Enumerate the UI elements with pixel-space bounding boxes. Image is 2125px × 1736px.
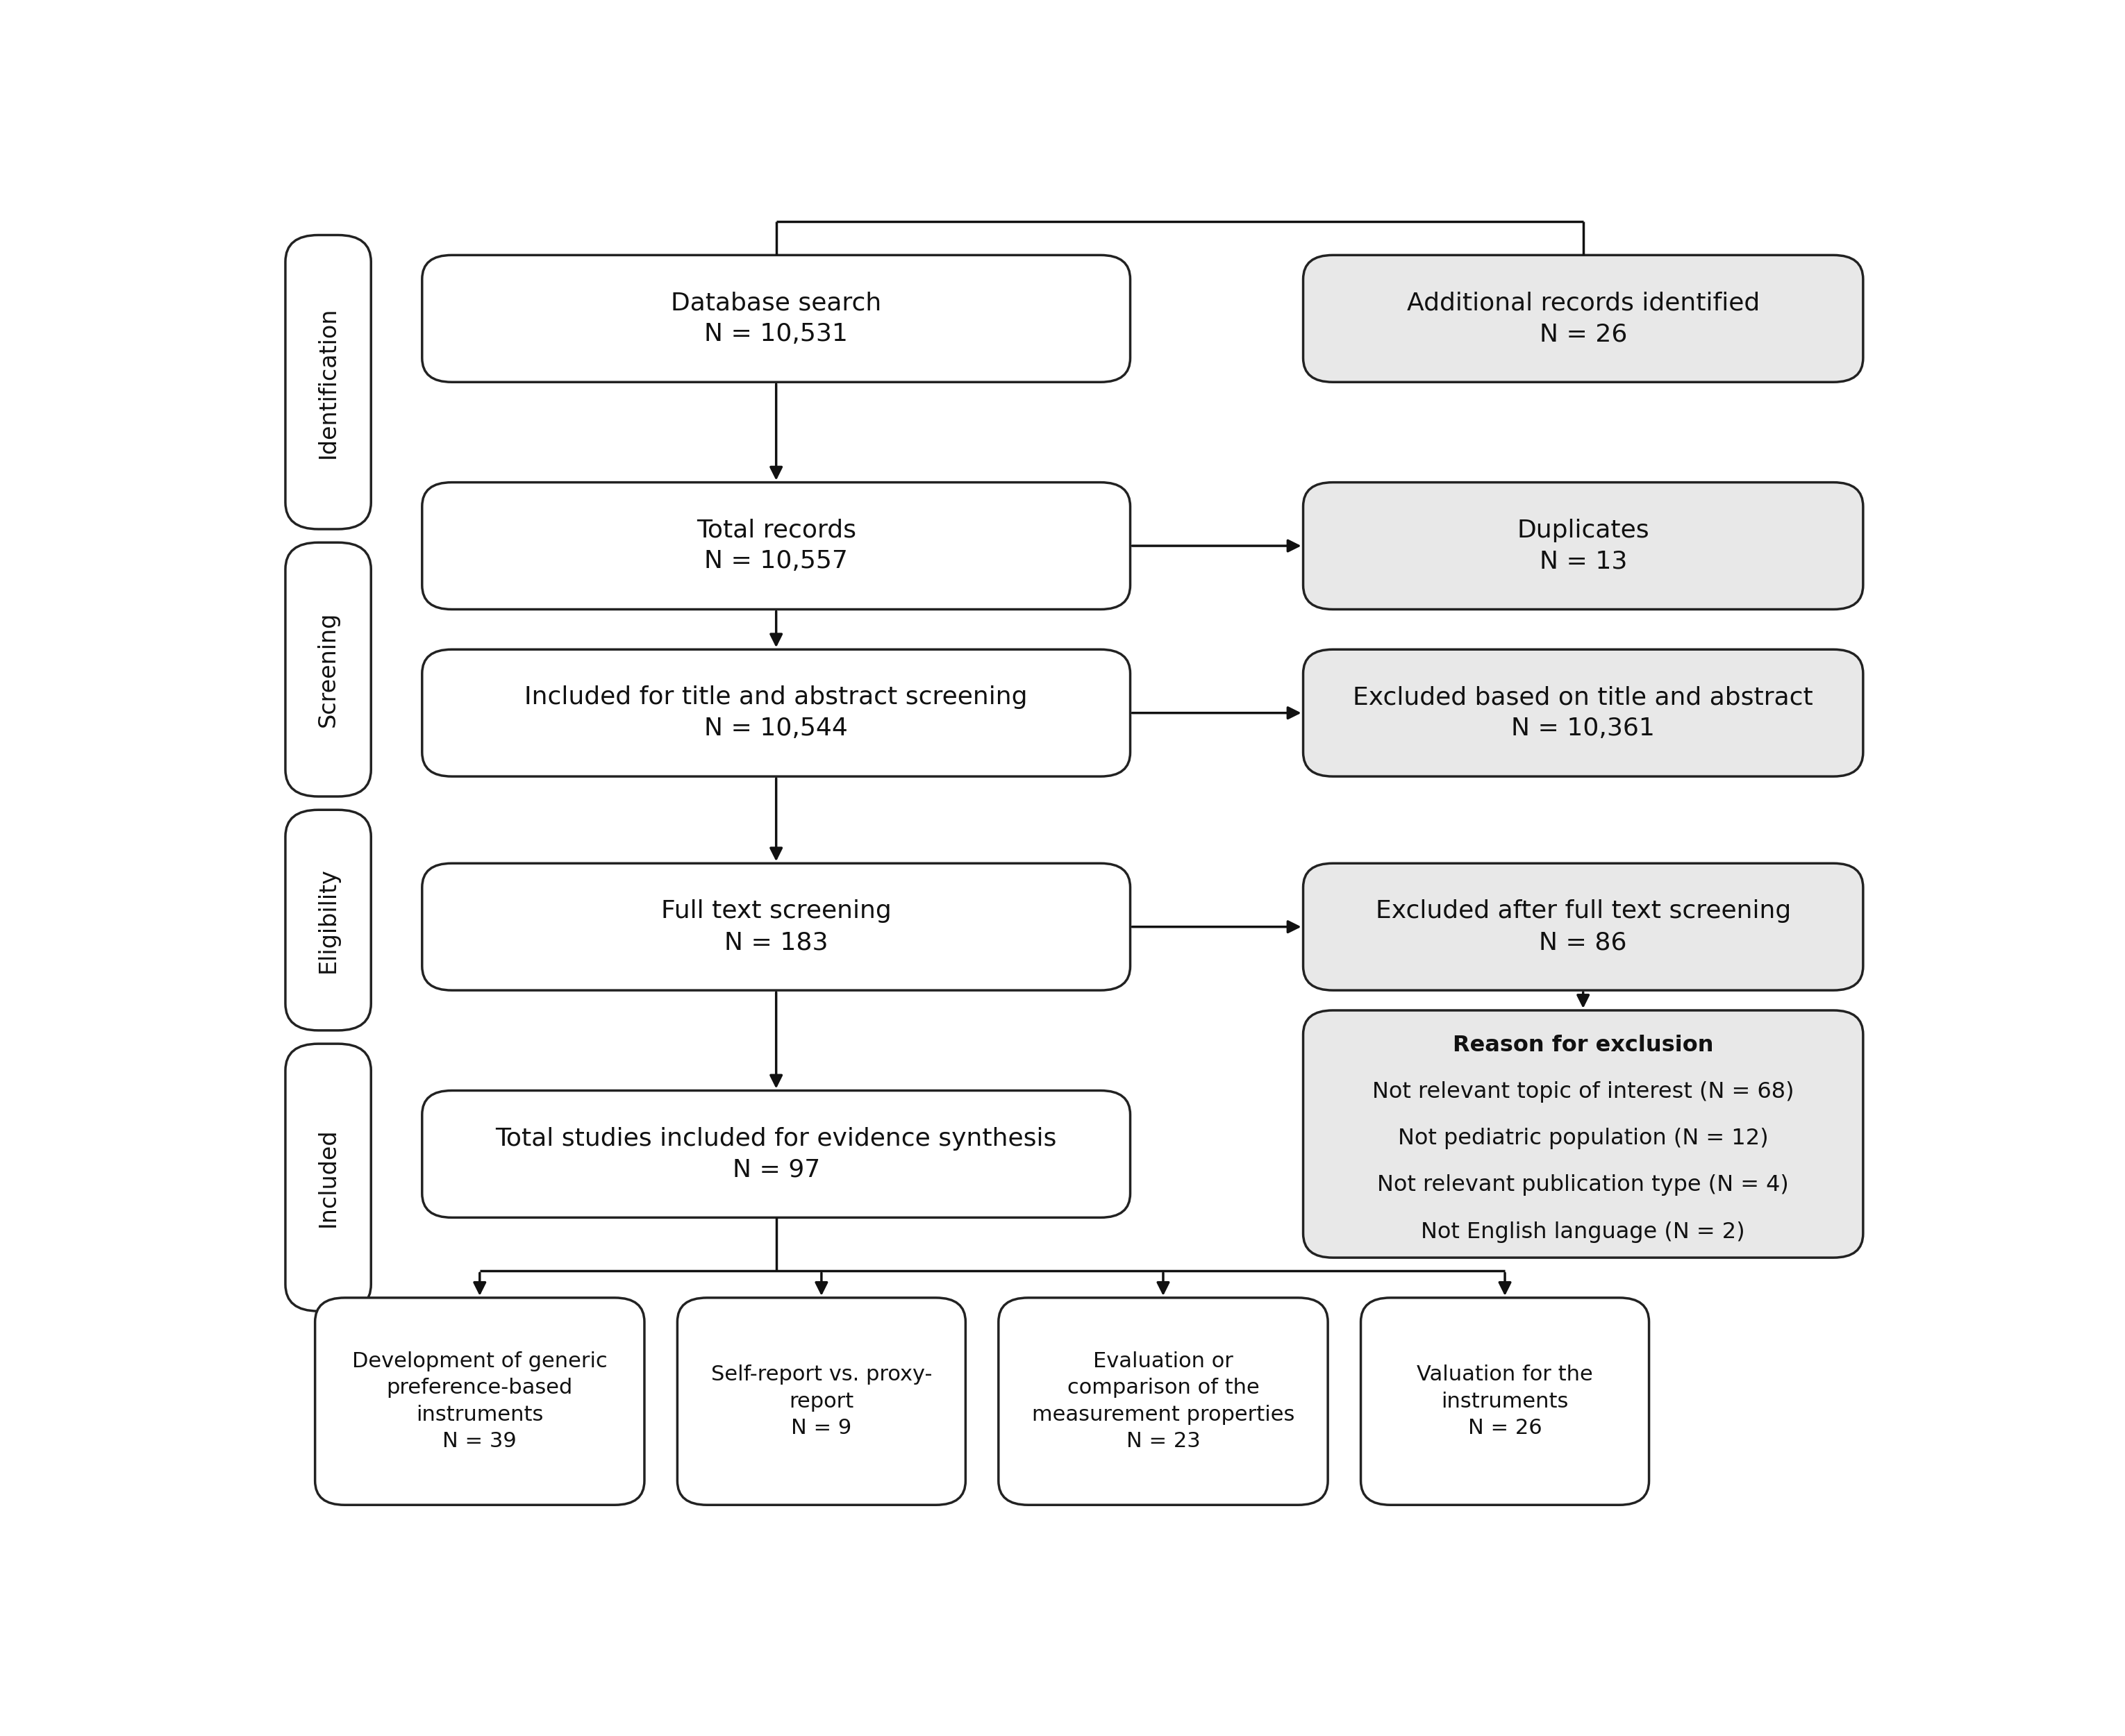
FancyBboxPatch shape [678, 1299, 965, 1505]
FancyBboxPatch shape [285, 1043, 372, 1311]
FancyBboxPatch shape [423, 483, 1130, 609]
FancyBboxPatch shape [314, 1299, 644, 1505]
FancyBboxPatch shape [285, 234, 372, 529]
FancyBboxPatch shape [1360, 1299, 1649, 1505]
FancyBboxPatch shape [423, 255, 1130, 382]
FancyBboxPatch shape [285, 809, 372, 1031]
FancyBboxPatch shape [999, 1299, 1328, 1505]
Text: Not English language (N = 2): Not English language (N = 2) [1422, 1220, 1745, 1243]
Text: Included for title and abstract screening
N = 10,544: Included for title and abstract screenin… [525, 686, 1028, 740]
FancyBboxPatch shape [1303, 1010, 1864, 1257]
Text: Valuation for the
instruments
N = 26: Valuation for the instruments N = 26 [1417, 1364, 1594, 1437]
FancyBboxPatch shape [423, 649, 1130, 776]
Text: Self-report vs. proxy-
report
N = 9: Self-report vs. proxy- report N = 9 [712, 1364, 933, 1437]
Text: Reason for exclusion: Reason for exclusion [1454, 1035, 1713, 1055]
Text: Development of generic
preference-based
instruments
N = 39: Development of generic preference-based … [353, 1352, 608, 1451]
FancyBboxPatch shape [1303, 483, 1864, 609]
Text: Excluded based on title and abstract
N = 10,361: Excluded based on title and abstract N =… [1354, 686, 1813, 740]
Text: Total records
N = 10,557: Total records N = 10,557 [697, 519, 856, 573]
Text: Evaluation or
comparison of the
measurement properties
N = 23: Evaluation or comparison of the measurem… [1033, 1352, 1294, 1451]
Text: Additional records identified
N = 26: Additional records identified N = 26 [1407, 292, 1759, 345]
FancyBboxPatch shape [1303, 649, 1864, 776]
Text: Screening: Screening [317, 611, 340, 727]
Text: Not pediatric population (N = 12): Not pediatric population (N = 12) [1398, 1128, 1768, 1149]
Text: Full text screening
N = 183: Full text screening N = 183 [661, 899, 890, 955]
Text: Identification: Identification [317, 306, 340, 458]
FancyBboxPatch shape [285, 542, 372, 797]
Text: Database search
N = 10,531: Database search N = 10,531 [672, 292, 882, 345]
FancyBboxPatch shape [1303, 863, 1864, 990]
Text: Eligibility: Eligibility [317, 868, 340, 972]
Text: Excluded after full text screening
N = 86: Excluded after full text screening N = 8… [1375, 899, 1791, 955]
Text: Included: Included [317, 1128, 340, 1227]
Text: Not relevant publication type (N = 4): Not relevant publication type (N = 4) [1377, 1175, 1789, 1196]
Text: Not relevant topic of interest (N = 68): Not relevant topic of interest (N = 68) [1373, 1082, 1793, 1102]
Text: Total studies included for evidence synthesis
N = 97: Total studies included for evidence synt… [495, 1127, 1056, 1182]
FancyBboxPatch shape [423, 863, 1130, 990]
FancyBboxPatch shape [423, 1090, 1130, 1217]
Text: Duplicates
N = 13: Duplicates N = 13 [1517, 519, 1649, 573]
FancyBboxPatch shape [1303, 255, 1864, 382]
